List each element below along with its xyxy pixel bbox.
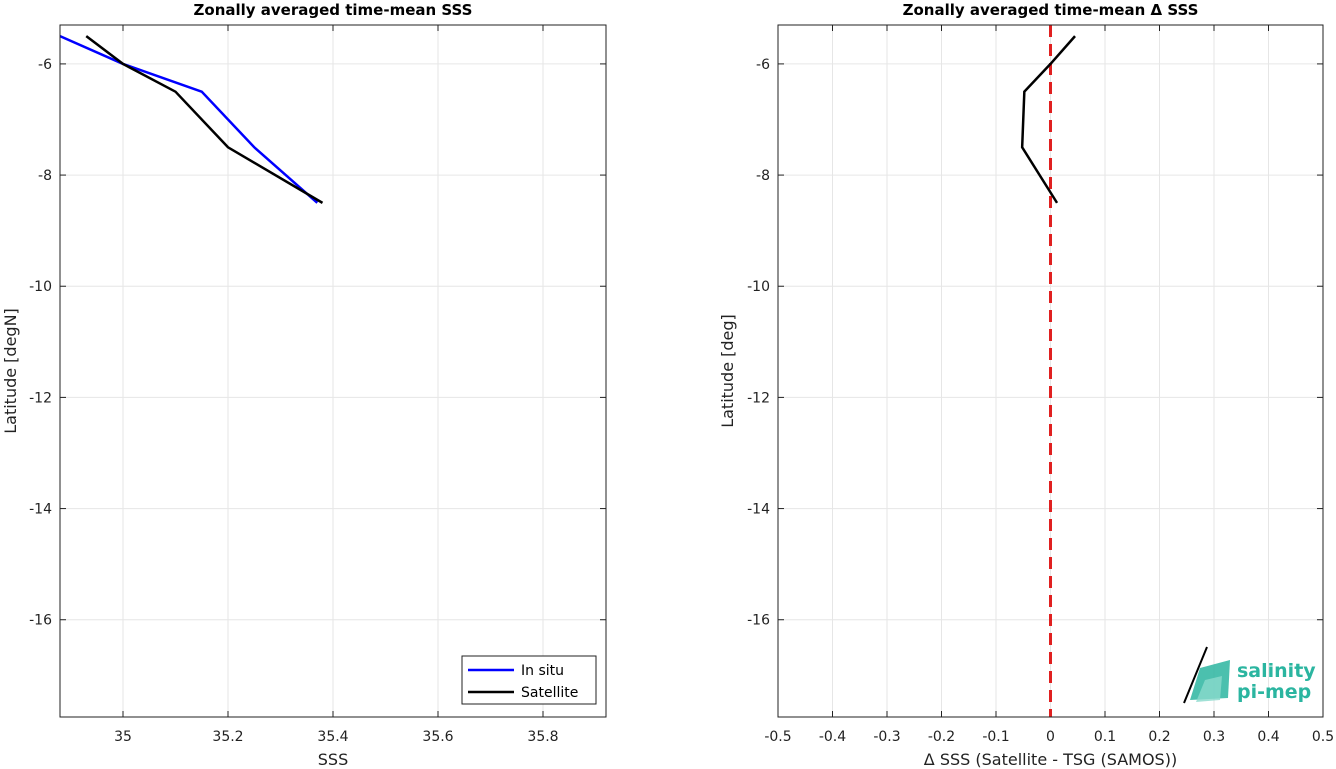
y-tick-label: -10	[29, 279, 52, 295]
chart-title: Zonally averaged time-mean SSS	[194, 1, 473, 19]
logo-text-line1: salinity	[1237, 660, 1316, 682]
y-tick-label: -8	[38, 168, 52, 184]
x-tick-label: 35.6	[422, 729, 453, 745]
legend-label: In situ	[521, 663, 564, 679]
x-tick-label: -0.5	[764, 729, 791, 745]
axes-frame	[59, 24, 607, 718]
y-tick-label: -10	[747, 279, 770, 295]
y-tick-label: -16	[747, 613, 770, 629]
logo-mark	[1183, 646, 1230, 704]
y-axis-label: Latitude [degN]	[1, 308, 20, 434]
series-line-in-situ	[59, 34, 319, 204]
legend-box	[461, 655, 597, 705]
right-plot: -0.5 -0.4 -0.3 -0.2 -0.1 0 0.1 0.2 0.3 0.4 0.5 -6 -8…	[718, 1, 1334, 769]
y-tick-label: -12	[29, 390, 52, 406]
x-tick-label: -0.1	[982, 729, 1009, 745]
x-tick-label: 0.3	[1203, 729, 1225, 745]
axes-frame	[777, 24, 1324, 718]
x-axis-label: Δ SSS (Satellite - TSG (SAMOS))	[924, 750, 1177, 769]
y-tick-label: -12	[747, 390, 770, 406]
x-tick-label: 0.1	[1094, 729, 1116, 745]
salinity-pi-mep-logo: salinity pi-mep	[1183, 646, 1316, 704]
left-plot: 35 35.2 35.4 35.6 35.8 -6 -8 -10 -12 -14 -16 Zonall…	[1, 1, 607, 769]
logo-text-line2: pi-mep	[1237, 681, 1311, 703]
y-tick-label: -6	[38, 57, 52, 73]
x-tick-label: 0.4	[1257, 729, 1279, 745]
x-tick-label: 0.5	[1312, 729, 1334, 745]
y-axis-label: Latitude [deg]	[718, 314, 737, 428]
x-tick-label: 35.8	[527, 729, 558, 745]
x-tick-label: 0.2	[1148, 729, 1170, 745]
x-axis-label: SSS	[318, 750, 348, 769]
x-tick-label: -0.4	[819, 729, 846, 745]
series-line-0	[1020, 35, 1076, 204]
y-tick-label: -16	[29, 613, 52, 629]
x-tick-label: 0	[1046, 729, 1055, 745]
x-tick-label: -0.3	[873, 729, 900, 745]
x-tick-label: 35	[114, 729, 132, 745]
x-tick-label: -0.2	[928, 729, 955, 745]
legend-label: Satellite	[521, 685, 578, 701]
y-tick-label: -14	[29, 502, 52, 518]
x-tick-label: 35.2	[212, 729, 243, 745]
chart-title: Zonally averaged time-mean Δ SSS	[903, 1, 1199, 19]
y-tick-label: -14	[747, 502, 770, 518]
y-tick-label: -6	[756, 57, 770, 73]
y-tick-label: -8	[756, 168, 770, 184]
x-tick-label: 35.4	[317, 729, 348, 745]
series-line-satellite	[85, 35, 324, 204]
